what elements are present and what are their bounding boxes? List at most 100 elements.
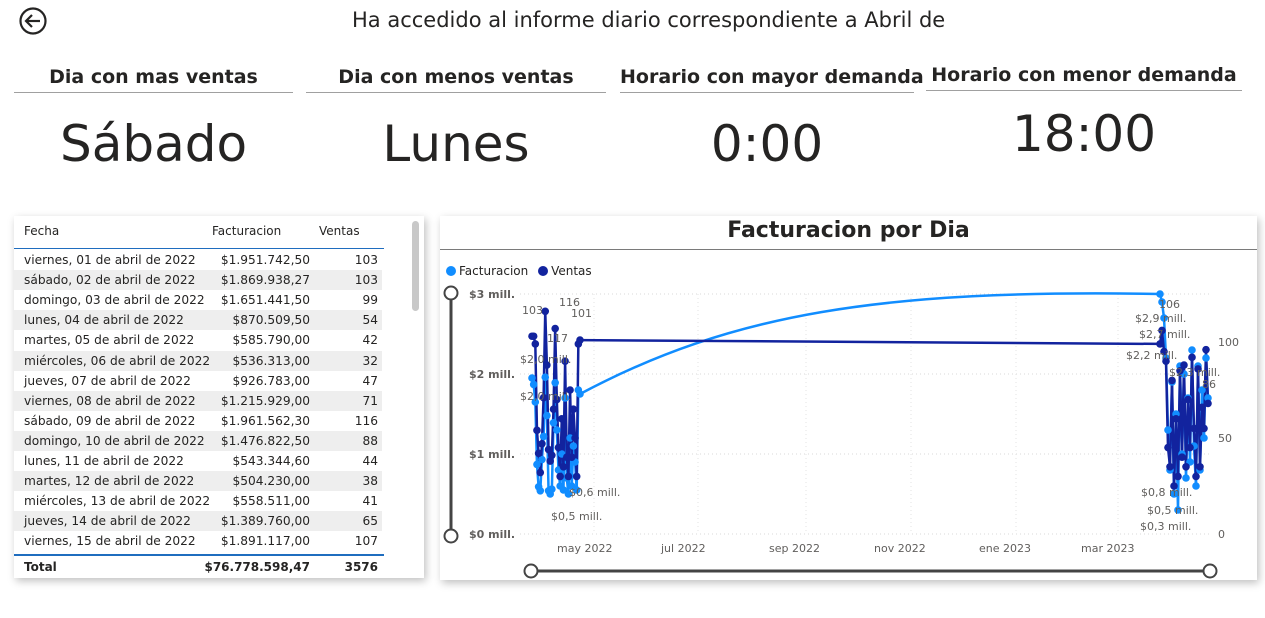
table-row[interactable]: lunes, 04 de abril de 2022 $870.509,50 54 bbox=[14, 310, 382, 331]
table-row[interactable]: domingo, 03 de abril de 2022 $1.651.441,5… bbox=[14, 290, 382, 310]
data-label: $2,9 mill. bbox=[1135, 312, 1186, 325]
divider bbox=[440, 249, 1257, 250]
table-row[interactable]: sábado, 09 de abril de 2022 $1.961.562,30… bbox=[14, 411, 382, 431]
table-row[interactable]: sábado, 02 de abril de 2022 $1.869.938,27… bbox=[14, 270, 382, 291]
kpi-label: Horario con menor demanda bbox=[926, 64, 1242, 91]
data-point-ventas bbox=[1176, 367, 1184, 375]
data-point-ventas bbox=[561, 357, 569, 365]
column-header-fecha[interactable]: Fecha bbox=[24, 224, 60, 238]
data-point-facturacion bbox=[1156, 290, 1164, 298]
data-point-facturacion bbox=[531, 398, 540, 406]
facturacion-cell: $926.783,00 bbox=[232, 373, 310, 388]
data-point-ventas bbox=[553, 395, 561, 404]
data-point-ventas bbox=[1192, 472, 1200, 481]
table-row[interactable]: miércoles, 06 de abril de 2022 $536.313,0… bbox=[14, 350, 382, 371]
data-point-facturacion bbox=[551, 379, 559, 387]
ventas-cell: 65 bbox=[362, 514, 378, 529]
x-axis-tick-label: jul 2022 bbox=[660, 542, 706, 555]
facturacion-cell: $1.389.760,00 bbox=[220, 514, 310, 529]
data-point-ventas bbox=[1194, 365, 1202, 373]
table-row[interactable]: jueves, 07 de abril de 2022 $926.783,00 47 bbox=[14, 371, 382, 391]
data-point-ventas bbox=[1202, 345, 1210, 354]
slider-handle-left[interactable] bbox=[523, 563, 539, 579]
legend-item-facturacion[interactable]: Facturacion bbox=[446, 264, 528, 278]
slider-handle-bottom[interactable] bbox=[443, 528, 459, 544]
data-label: $0,5 mill. bbox=[551, 510, 602, 523]
data-point-facturacion bbox=[529, 380, 538, 389]
total-ventas: 3576 bbox=[344, 560, 378, 574]
column-header-facturacion[interactable]: Facturacion bbox=[212, 224, 282, 238]
chart-legend[interactable]: Facturacion Ventas bbox=[446, 264, 598, 278]
facturacion-cell: $1.951.742,50 bbox=[220, 253, 310, 267]
data-label: 116 bbox=[559, 296, 580, 309]
data-point-ventas bbox=[551, 324, 559, 333]
table-row[interactable]: martes, 12 de abril de 2022 $504.230,00 38 bbox=[14, 471, 382, 492]
data-point-ventas bbox=[567, 453, 576, 461]
data-point-facturacion bbox=[548, 485, 556, 494]
data-point-facturacion bbox=[1202, 354, 1210, 362]
table-row[interactable]: viernes, 08 de abril de 2022 $1.215.929,0… bbox=[14, 390, 382, 411]
column-header-ventas[interactable]: Ventas bbox=[319, 224, 360, 238]
kpi-value: Lunes bbox=[382, 115, 530, 173]
table-row[interactable]: viernes, 15 de abril de 2022 $1.891.117,0… bbox=[14, 531, 382, 551]
facturacion-cell: $1.891.117,00 bbox=[220, 534, 310, 549]
daily-sales-table[interactable]: Fecha Facturacion Ventas viernes, 01 de … bbox=[14, 216, 424, 578]
table-row[interactable]: domingo, 10 de abril de 2022 $1.476.822,5… bbox=[14, 430, 382, 451]
ventas-cell: 107 bbox=[354, 534, 378, 549]
data-label: 106 bbox=[1159, 298, 1180, 311]
y2-axis-tick-label: 0 bbox=[1218, 528, 1225, 541]
data-point-ventas bbox=[1174, 472, 1182, 481]
data-point-ventas bbox=[544, 445, 553, 454]
data-point-ventas bbox=[1184, 395, 1192, 404]
data-label: $2,0 mill. bbox=[520, 353, 571, 366]
ventas-cell: 71 bbox=[362, 393, 378, 408]
data-point-ventas bbox=[1162, 357, 1170, 365]
table-header: Fecha Facturacion Ventas bbox=[14, 216, 384, 249]
data-label: $0,6 mill. bbox=[569, 486, 620, 499]
ventas-cell: 103 bbox=[354, 253, 378, 267]
data-point-ventas bbox=[572, 472, 581, 481]
kpi-card-low-hour: Horario con menor demanda 18:00 bbox=[926, 64, 1242, 163]
data-point-facturacion bbox=[528, 374, 536, 382]
facturacion-cell: $1.869.938,27 bbox=[220, 273, 310, 288]
table-row[interactable]: jueves, 14 de abril de 2022 $1.389.760,00… bbox=[14, 511, 382, 532]
data-point-ventas bbox=[529, 332, 538, 341]
y2-axis-tick-label: 50 bbox=[1218, 432, 1232, 445]
y-axis-tick-label: $1 mill. bbox=[469, 448, 515, 461]
ventas-cell: 38 bbox=[362, 474, 378, 489]
data-point-facturacion bbox=[543, 411, 551, 420]
table-row[interactable]: viernes, 01 de abril de 2022 $1.951.742,5… bbox=[14, 250, 382, 270]
kpi-card-most-sales-day: Dia con mas ventas Sábado bbox=[14, 66, 293, 173]
table-row[interactable]: miércoles, 13 de abril de 2022 $558.511,0… bbox=[14, 491, 382, 511]
facturacion-cell: $1.651.441,50 bbox=[220, 293, 310, 308]
back-arrow-icon[interactable] bbox=[18, 6, 48, 36]
ventas-cell: 54 bbox=[362, 313, 378, 328]
data-point-ventas bbox=[1160, 347, 1168, 356]
fecha-cell: lunes, 04 de abril de 2022 bbox=[24, 313, 184, 328]
slider-handle-top[interactable] bbox=[443, 285, 459, 301]
data-point-facturacion bbox=[553, 426, 561, 434]
line-chart[interactable]: $0 mill. $1 mill. $2 mill. $3 mill. 0 50 100 ma… bbox=[440, 216, 1257, 580]
fecha-cell: viernes, 01 de abril de 2022 bbox=[24, 253, 196, 267]
data-label: 86 bbox=[1202, 378, 1216, 391]
data-point-ventas bbox=[576, 336, 584, 344]
facturacion-cell: $558.511,00 bbox=[232, 494, 310, 509]
data-point-facturacion bbox=[1204, 394, 1212, 402]
fecha-cell: viernes, 08 de abril de 2022 bbox=[24, 393, 196, 408]
ventas-cell: 44 bbox=[362, 454, 378, 468]
legend-item-ventas[interactable]: Ventas bbox=[538, 264, 592, 278]
x-axis-tick-label: nov 2022 bbox=[874, 542, 926, 555]
data-point-ventas bbox=[1198, 403, 1206, 412]
table-scrollbar[interactable] bbox=[412, 221, 419, 311]
data-point-ventas bbox=[557, 415, 566, 423]
data-point-ventas bbox=[1196, 463, 1204, 471]
data-label: $2,0 mill. bbox=[520, 390, 571, 403]
ventas-cell: 41 bbox=[362, 494, 378, 509]
data-point-ventas bbox=[536, 468, 545, 477]
table-row[interactable]: martes, 05 de abril de 2022 $585.790,00 42 bbox=[14, 330, 382, 350]
table-row[interactable]: lunes, 11 de abril de 2022 $543.344,60 44 bbox=[14, 451, 382, 471]
data-point-ventas bbox=[1190, 424, 1198, 433]
fecha-cell: sábado, 02 de abril de 2022 bbox=[24, 273, 196, 288]
slider-handle-right[interactable] bbox=[1202, 563, 1218, 579]
data-point-ventas bbox=[1186, 443, 1194, 452]
